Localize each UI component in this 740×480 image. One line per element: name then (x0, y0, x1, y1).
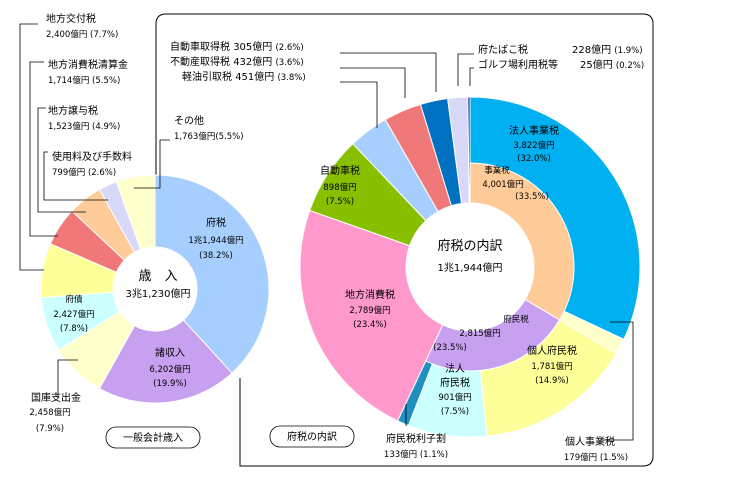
label-houjin-jigyouzei-amt: 3,822億円 (513, 140, 554, 151)
label-houjin-fuminzei-pct: (7.5%) (441, 407, 469, 417)
right-inner-jigyouzei-slice-0 (469, 162, 575, 321)
right-slice-5 (299, 209, 444, 422)
label-seisankin-amt: 1,714億円 (5.5%) (48, 75, 120, 86)
label-seisankin: 地方消費税清算金 (48, 58, 128, 71)
label-jidoushazei: 自動車税 (320, 164, 360, 177)
right-center-line2: 1兆1,944億円 (438, 261, 503, 274)
label-golf: ゴルフ場利用税等 (478, 58, 558, 71)
label-kojin-fuminzei-pct: (14.9%) (535, 376, 569, 386)
label-fusai: 府債 (65, 294, 83, 305)
label-fuminzei-pct: (23.5%) (433, 343, 467, 353)
label-jouyozei-amt: 1,523億円 (4.9%) (48, 121, 120, 132)
right-inner-fuminzei-slice-0 (425, 298, 561, 372)
label-houjin-fuminzei-amt: 901億円 (438, 392, 471, 403)
label-keiyu-hikitorizei: 軽油引取税 451億円 (3.8%) (182, 70, 306, 83)
label-fuzei-amt: 1兆1,944億円 (188, 235, 243, 246)
label-jidoushazei-amt: 898億円 (323, 182, 356, 193)
label-tabakozei-amt: 228億円 (1.9%) (572, 43, 643, 56)
label-jigyouzei-pct: (33.5%) (515, 192, 549, 202)
label-golf-amt: 25億円 (0.2%) (580, 58, 644, 71)
label-chihou-shouhizei-pct: (23.4%) (353, 320, 387, 330)
label-chihou-shouhizei-amt: 2,789億円 (349, 305, 390, 316)
label-jouyozei: 地方譲与税 (48, 104, 98, 117)
left-caption-box (105, 426, 201, 449)
label-fuminzei-amt: 2,815億円 (459, 328, 500, 339)
label-shiyouryou-amt: 799億円 (2.6%) (52, 167, 116, 178)
label-tabakozei: 府たばこ税 (478, 43, 528, 56)
label-jigyouzei: 事業税 (484, 165, 510, 176)
label-kokkoshishutsukin: 国庫支出金 (31, 391, 81, 404)
left-slice-0 (154, 174, 270, 374)
left-center-line2: 3兆1,230億円 (126, 287, 191, 300)
label-kojin-fuminzei: 個人府民税 (527, 344, 577, 357)
label-houjin-jigyouzei-pct: (32.0%) (517, 154, 551, 164)
label-kojin-jigyouzei: 個人事業税 (565, 435, 615, 448)
right-caption-box (269, 425, 355, 448)
leader-lines (19, 23, 634, 441)
left-slice-8 (115, 174, 156, 251)
label-fusai-pct: (7.8%) (60, 324, 88, 334)
label-kojin-fuminzei-amt: 1,781億円 (531, 361, 572, 372)
label-shoshuunyuu-amt: 6,202億円 (149, 364, 190, 375)
label-fusai-amt: 2,427億円 (53, 309, 94, 320)
label-kokkoshishutsukin-amt: 2,458億円 (29, 407, 70, 418)
label-rishiwari-amt: 133億円 (1.1%) (384, 449, 448, 460)
label-shiyouryou: 使用料及び手数料 (52, 150, 132, 163)
label-fuzei-pct: (38.2%) (199, 251, 233, 261)
left-caption: 一般会計歳入 (123, 431, 183, 444)
label-kokkoshishutsukin-pct: (7.9%) (36, 424, 64, 434)
zoom-frame (155, 13, 654, 467)
label-houjin-fuminzei-1: 法人 (445, 362, 465, 375)
label-houjin-jigyouzei: 法人事業税 (509, 124, 559, 137)
label-houjin-fuminzei-2: 府民税 (440, 376, 470, 389)
label-jidoushazei-pct: (7.5%) (326, 197, 354, 207)
label-jidousha-shutokuzei: 自動車取得税 305億円 (2.6%) (170, 40, 304, 53)
label-chihou-koufuzei-amt: 2,400億円 (7.7%) (46, 29, 118, 40)
label-chihou-koufuzei: 地方交付税 (46, 12, 96, 25)
label-fuzei: 府税 (206, 216, 226, 229)
left-donut-slices (40, 174, 270, 404)
label-kojin-jigyouzei-amt: 179億円 (1.5%) (564, 452, 628, 463)
left-center-line1: 歳 入 (138, 269, 177, 284)
label-jigyouzei-amt: 4,001億円 (482, 179, 523, 190)
label-chihou-shouhizei: 地方消費税 (345, 288, 395, 301)
right-caption: 府税の内訳 (287, 430, 337, 443)
label-fudousan-shutokuzei: 不動産取得税 432億円 (3.6%) (170, 55, 304, 68)
label-sonota: その他 (174, 114, 204, 127)
label-fuminzei: 府民税 (503, 314, 529, 325)
label-shoshuunyuu-pct: (19.9%) (153, 379, 187, 389)
label-sonota-amt: 1,763億円(5.5%) (174, 131, 244, 142)
label-rishiwari: 府民税利子割 (386, 432, 446, 445)
right-inner-slices (425, 162, 575, 372)
label-shoshuunyuu: 諸収入 (155, 346, 185, 359)
left-slice-1 (98, 319, 233, 404)
right-center-line1: 府税の内訳 (437, 238, 502, 254)
